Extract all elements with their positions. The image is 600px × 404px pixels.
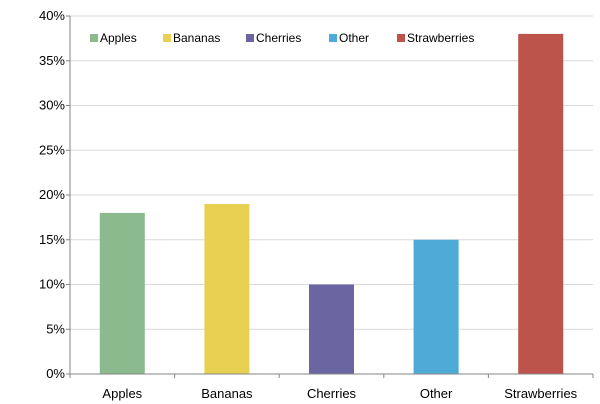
- y-tick-label: 10%: [39, 277, 65, 292]
- x-tick-label: Cherries: [307, 386, 357, 401]
- axes: [66, 15, 594, 378]
- y-tick-label: 0%: [46, 366, 65, 381]
- legend-swatch-bananas: [163, 34, 171, 42]
- legend-swatch-cherries: [246, 34, 254, 42]
- legend-swatch-other: [329, 34, 337, 42]
- y-axis-tick-labels: 0% 5% 10% 15% 20% 25% 30% 35% 40%: [39, 8, 65, 381]
- legend-label: Other: [339, 31, 369, 45]
- legend: Apples Bananas Cherries Other Strawberries: [90, 31, 474, 45]
- y-tick-label: 40%: [39, 8, 65, 23]
- legend-swatch-strawberries: [397, 34, 405, 42]
- bar-other: [413, 239, 459, 374]
- legend-swatch-apples: [90, 34, 98, 42]
- x-axis-tick-labels: Apples Bananas Cherries Other Strawberries: [102, 386, 577, 401]
- legend-label: Apples: [100, 31, 137, 45]
- x-tick-label: Bananas: [201, 386, 253, 401]
- bars: [99, 33, 564, 375]
- bar-apples: [99, 212, 145, 374]
- y-tick-label: 35%: [39, 53, 65, 68]
- y-tick-label: 15%: [39, 232, 65, 247]
- bar-strawberries: [518, 33, 564, 375]
- x-tick-label: Apples: [102, 386, 142, 401]
- gridlines: [70, 15, 593, 330]
- legend-label: Strawberries: [407, 31, 474, 45]
- y-tick-label: 25%: [39, 142, 65, 157]
- x-tick-label: Other: [420, 386, 453, 401]
- legend-label: Cherries: [256, 31, 301, 45]
- y-tick-label: 30%: [39, 98, 65, 113]
- y-tick-label: 20%: [39, 187, 65, 202]
- x-tick-label: Strawberries: [504, 386, 577, 401]
- bar-cherries: [309, 284, 354, 374]
- bar-bananas: [204, 203, 250, 374]
- y-tick-label: 5%: [46, 321, 65, 336]
- legend-label: Bananas: [173, 31, 220, 45]
